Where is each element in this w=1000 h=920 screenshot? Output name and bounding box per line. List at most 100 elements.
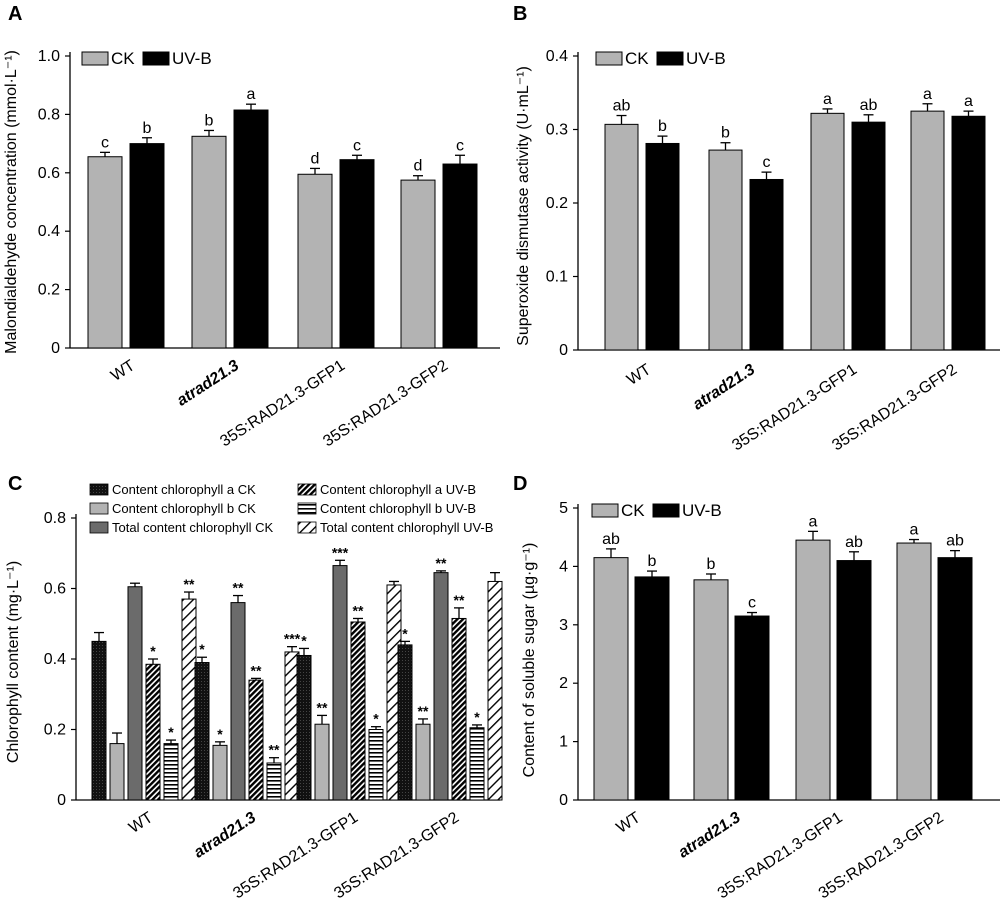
significance-star: ** — [317, 699, 328, 715]
significance-letter: b — [143, 120, 152, 137]
bar — [230, 602, 246, 801]
bar — [433, 572, 449, 801]
y-tick-label: 0.4 — [546, 48, 568, 65]
significance-star: * — [301, 632, 307, 648]
y-tick-label: 0.1 — [546, 269, 568, 286]
bar — [129, 143, 165, 349]
bar — [708, 149, 743, 351]
y-axis-title-a: Malondialdehyde concentration (mmol·L⁻¹) — [3, 50, 20, 354]
significance-letter: ab — [602, 531, 620, 548]
y-tick-label: 0 — [57, 792, 66, 809]
significance-star: * — [402, 625, 408, 641]
legend-label: CK — [111, 49, 135, 68]
chart-a: 00.20.40.60.81.0cbWTbaatrad21.3dc35S:RAD… — [38, 48, 500, 450]
bar — [634, 576, 670, 801]
bar — [645, 142, 680, 351]
legend-label: UV-B — [172, 49, 212, 68]
legend-swatch — [297, 521, 317, 534]
significance-letter: ab — [845, 534, 863, 551]
legend-swatch — [652, 503, 680, 518]
category-label: WT — [126, 809, 156, 837]
y-tick-label: 0 — [559, 342, 568, 359]
significance-star: *** — [284, 631, 301, 647]
chart-d: 012345abbWTbcatrad21.3aab35S:RAD21.3-GFP… — [559, 500, 1000, 902]
bar — [248, 679, 264, 801]
y-tick-label: 0.8 — [44, 510, 66, 527]
bar — [397, 644, 413, 801]
significance-letter: a — [923, 86, 932, 103]
panel-label-b: B — [513, 3, 527, 25]
legend-label: CK — [621, 501, 645, 520]
y-tick-label: 0.4 — [38, 223, 60, 240]
bar — [296, 654, 312, 801]
bar — [415, 723, 431, 801]
significance-letter: a — [910, 522, 919, 539]
bar — [442, 163, 478, 349]
category-label: WT — [108, 357, 138, 385]
legend-swatch — [89, 502, 109, 515]
significance-star: ** — [184, 576, 195, 592]
panel-label-a: A — [8, 3, 22, 25]
category-label: atrad21.3 — [675, 809, 743, 862]
significance-letter: c — [748, 595, 756, 612]
significance-letter: ab — [613, 98, 631, 115]
bar — [910, 110, 945, 351]
significance-letter: a — [247, 86, 256, 103]
bar — [937, 557, 973, 801]
significance-letter: d — [414, 158, 423, 175]
y-tick-label: 0.2 — [546, 195, 568, 212]
y-tick-label: 1.0 — [38, 48, 60, 65]
legend-label: Content chlorophyll a CK — [112, 482, 256, 497]
chart-c: 00.20.40.60.8****WT***********atrad21.3*… — [44, 482, 503, 902]
bar — [145, 663, 161, 801]
significance-star: ** — [418, 703, 429, 719]
bar — [339, 159, 375, 349]
significance-star: * — [373, 711, 379, 727]
category-label: WT — [624, 361, 654, 389]
legend-label: Total content chlorophyll CK — [112, 520, 273, 535]
legend-swatch — [89, 521, 109, 534]
legend-label: UV-B — [686, 49, 726, 68]
bar — [400, 179, 436, 349]
significance-letter: d — [311, 150, 320, 167]
significance-letter: b — [658, 118, 667, 135]
bar — [181, 598, 197, 801]
significance-star: ** — [436, 555, 447, 571]
significance-letter: c — [456, 137, 464, 154]
legend-label: Total content chlorophyll UV-B — [320, 520, 493, 535]
significance-letter: a — [823, 91, 832, 108]
bar — [951, 115, 986, 351]
bar — [297, 173, 333, 349]
y-axis-title-b: Superoxide dismutase activity (U·mL⁻¹) — [515, 66, 532, 346]
bar — [332, 565, 348, 801]
significance-letter: b — [721, 125, 730, 142]
y-tick-label: 1 — [559, 734, 568, 751]
y-tick-label: 0.4 — [44, 651, 66, 668]
legend-swatch — [656, 51, 684, 66]
bar — [350, 621, 366, 801]
y-tick-label: 0.6 — [38, 165, 60, 182]
y-axis-title-c: Chlorophyll content (mg·L⁻¹) — [5, 561, 22, 763]
bar — [266, 762, 282, 801]
bar — [87, 156, 123, 349]
y-tick-label: 2 — [559, 675, 568, 692]
significance-letter: b — [707, 556, 716, 573]
bar — [233, 109, 269, 349]
bar — [212, 744, 228, 801]
bar — [469, 727, 485, 801]
bar — [604, 123, 639, 351]
bar — [795, 539, 831, 801]
significance-star: * — [199, 641, 205, 657]
legend-label: Content chlorophyll b UV-B — [320, 501, 476, 516]
legend-swatch — [142, 51, 170, 66]
category-label: atrad21.3 — [690, 361, 758, 414]
bar — [836, 560, 872, 801]
y-tick-label: 0.8 — [38, 106, 60, 123]
significance-letter: b — [648, 553, 657, 570]
legend-swatch — [81, 51, 109, 66]
bar — [810, 112, 845, 351]
significance-letter: ab — [860, 97, 878, 114]
bar — [593, 557, 629, 801]
y-axis-title-d: Content of soluble sugar (µg·g⁻¹) — [521, 543, 538, 778]
